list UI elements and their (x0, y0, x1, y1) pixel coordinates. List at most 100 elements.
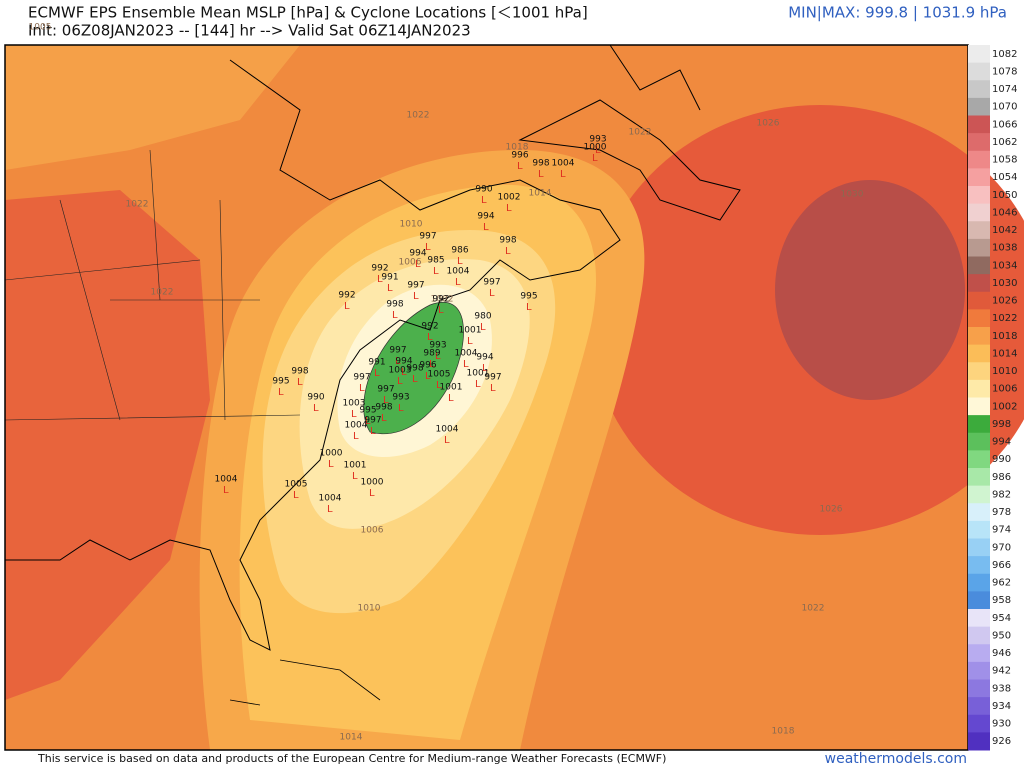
cyclone-marker: L (433, 266, 439, 277)
contour-label: 1026 (757, 119, 780, 129)
borders (4, 149, 301, 421)
cyclone-marker: L (415, 259, 421, 270)
colorbar-swatch (968, 344, 990, 363)
colorbar-label: 926 (992, 736, 1011, 747)
cyclone-marker: L (444, 435, 450, 446)
cyclone-pressure: 992 (432, 295, 449, 305)
field-1030 (775, 180, 965, 400)
cyclone-pressure: 1001 (344, 461, 367, 471)
contour-label: 1022 (151, 288, 174, 298)
title: ECMWF EPS Ensemble Mean MSLP [hPa] & Cyc… (28, 4, 588, 22)
cyclone-marker: L (463, 359, 469, 370)
colorbar-swatch (968, 538, 990, 557)
cyclone-pressure: 989 (423, 349, 440, 359)
min-max: MIN|MAX: 999.8 | 1031.9 hPa (788, 4, 1007, 22)
colorbar-label: 938 (992, 683, 1011, 694)
colorbar-swatch (968, 468, 990, 487)
colorbar-swatch (968, 327, 990, 346)
cyclone-marker: L (429, 359, 435, 370)
colorbar-label: 990 (992, 454, 1011, 465)
cyclone-pressure: 1002 (498, 193, 521, 203)
site[interactable]: weathermodels.com (825, 751, 967, 767)
colorbar-label: 942 (992, 666, 1011, 677)
colorbar-label: 970 (992, 542, 1011, 553)
colorbar-label: 1030 (992, 278, 1017, 289)
colorbar-swatch (968, 520, 990, 539)
cyclone-pressure: 993 (429, 341, 446, 351)
contour-label: 1014 (529, 189, 552, 199)
colorbar-label: 958 (992, 595, 1011, 606)
cyclone-marker: L (427, 332, 433, 343)
cyclone-marker: L (560, 169, 566, 180)
cyclone-marker: L (401, 367, 407, 378)
colorbar-swatch (968, 379, 990, 398)
cyclone-pressure: 1001 (467, 369, 490, 379)
colorbar-label: 954 (992, 613, 1011, 624)
contour-label: 1022 (126, 200, 149, 210)
cyclone-pressure: 998 (499, 236, 516, 246)
contour-label: 1022 (629, 128, 652, 138)
cyclone-marker: L (481, 195, 487, 206)
colorbar-label: 966 (992, 560, 1011, 571)
colorbar-swatch (968, 309, 990, 328)
colorbar-swatch (968, 168, 990, 187)
contour-label: 1006 (361, 526, 384, 536)
cyclone-marker: L (526, 302, 532, 313)
contour-label: 1002 (431, 295, 454, 305)
cyclone-marker: L (435, 351, 441, 362)
colorbar-label: 1066 (992, 119, 1017, 130)
colorbar-label: 1014 (992, 348, 1017, 359)
cyclone-marker: L (370, 426, 376, 437)
colorbar-label: 946 (992, 648, 1011, 659)
colorbar-label: 1082 (992, 49, 1017, 60)
cyclone-pressure: 997 (483, 278, 500, 288)
contour-label: 1014 (340, 733, 363, 743)
coastline (5, 59, 621, 651)
cyclone-pressure: 1003 (389, 366, 412, 376)
cyclone-marker: L (489, 288, 495, 299)
colorbar-swatch (968, 626, 990, 645)
cyclone-marker: L (455, 277, 461, 288)
cyclone-pressure: 1003 (343, 399, 366, 409)
contour-label: 1022 (802, 604, 825, 614)
contour-label: 1010 (400, 220, 423, 230)
cyclone-pressure: 997 (484, 373, 501, 383)
cyclone-pressure: 997 (353, 373, 370, 383)
cyclone-marker: L (223, 485, 229, 496)
cyclone-pressure: 993 (589, 135, 606, 145)
cyclone-marker: L (381, 413, 387, 424)
colorbar-label: 1006 (992, 384, 1017, 395)
cyclone-marker: L (425, 242, 431, 253)
cyclone-marker: L (480, 322, 486, 333)
cyclone-pressure: 985 (427, 256, 444, 266)
cyclone-marker: L (506, 203, 512, 214)
cyclone-pressure: 994 (395, 357, 412, 367)
colorbar-label: 1018 (992, 331, 1017, 342)
colorbar-label: 1002 (992, 401, 1017, 412)
contour-label: 1026 (820, 505, 843, 515)
colorbar-swatch (968, 221, 990, 240)
cyclone-marker: L (351, 409, 357, 420)
contour-label: 1010 (358, 604, 381, 614)
cyclone-marker: L (538, 169, 544, 180)
colorbar-swatch (968, 573, 990, 592)
colorbar-swatch (968, 133, 990, 152)
cyclone-marker: L (398, 403, 404, 414)
colorbar-swatch (968, 609, 990, 628)
field-1026-west (5, 190, 210, 700)
colorbar-label: 950 (992, 630, 1011, 641)
cyclone-marker: L (425, 371, 431, 382)
cyclone-marker: L (369, 488, 375, 499)
cyclone-marker: L (413, 291, 419, 302)
colorbar-label: 930 (992, 719, 1011, 730)
contour-label: 1006 (399, 258, 422, 268)
contour-label: 1018 (506, 143, 529, 153)
cyclone-marker: L (436, 380, 442, 391)
credit: This service is based on data and produc… (37, 752, 666, 765)
cyclone-pressure: 994 (409, 249, 426, 259)
cyclone-marker: L (475, 379, 481, 390)
cyclone-marker: L (505, 246, 511, 257)
colorbar-swatch (968, 697, 990, 716)
